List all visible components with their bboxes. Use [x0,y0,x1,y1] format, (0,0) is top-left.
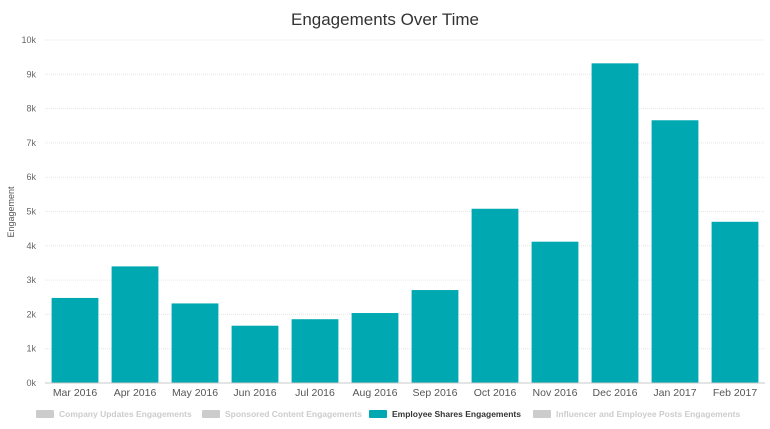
bar[interactable] [411,290,459,383]
chart-title: Engagements Over Time [291,10,479,29]
legend[interactable]: Company Updates Engagements Sponsored Con… [36,409,740,419]
y-tick-label: 5k [26,207,36,217]
y-tick-label: 9k [26,69,36,79]
y-axis-label: Engagement [6,186,16,238]
x-tick-label: Mar 2016 [53,387,98,399]
y-tick-label: 8k [26,104,36,114]
y-tick-label: 10k [21,35,36,45]
y-tick-label: 7k [26,138,36,148]
y-tick-label: 3k [26,275,36,285]
x-axis-ticks: Mar 2016 Apr 2016 May 2016 Jun 2016 Jul 2016… [53,387,758,399]
x-tick-label: Oct 2016 [474,387,517,399]
legend-item[interactable]: Employee Shares Engagements [369,409,521,419]
y-tick-label: 6k [26,172,36,182]
x-tick-label: Jul 2016 [295,387,335,399]
bar[interactable] [471,208,519,383]
x-tick-label: Sep 2016 [413,387,458,399]
bar[interactable] [531,241,579,383]
bar[interactable] [171,303,219,383]
legend-swatch [533,410,551,418]
grid-lines [45,39,765,350]
bar[interactable] [351,313,399,383]
legend-swatch [369,410,387,418]
legend-label: Sponsored Content Engagements [225,409,362,419]
y-tick-label: 4k [26,241,36,251]
bar[interactable] [711,221,759,383]
x-tick-label: Nov 2016 [533,387,578,399]
legend-item[interactable]: Company Updates Engagements [36,409,192,419]
legend-swatch [202,410,220,418]
bar[interactable] [231,325,279,383]
x-tick-label: Dec 2016 [593,387,638,399]
bars[interactable] [51,63,759,384]
bar[interactable] [291,319,339,383]
legend-label: Employee Shares Engagements [392,409,521,419]
legend-item[interactable]: Sponsored Content Engagements [202,409,362,419]
bar[interactable] [51,297,99,383]
x-tick-label: Jan 2017 [653,387,696,399]
y-axis-ticks: 0k 1k 2k 3k 4k 5k 6k 7k 8k 9k 10k [21,35,36,388]
x-tick-label: Feb 2017 [713,387,758,399]
legend-label: Influencer and Employee Posts Engagement… [556,409,740,419]
x-tick-label: Jun 2016 [233,387,276,399]
legend-item[interactable]: Influencer and Employee Posts Engagement… [533,409,740,419]
legend-label: Company Updates Engagements [59,409,192,419]
x-tick-label: Aug 2016 [353,387,398,399]
y-tick-label: 1k [26,344,36,354]
bar[interactable] [651,120,699,384]
y-tick-label: 0k [26,378,36,388]
legend-swatch [36,410,54,418]
x-tick-label: May 2016 [172,387,218,399]
bar[interactable] [591,63,639,383]
x-tick-label: Apr 2016 [114,387,157,399]
bar[interactable] [111,266,159,383]
y-tick-label: 2k [26,309,36,319]
